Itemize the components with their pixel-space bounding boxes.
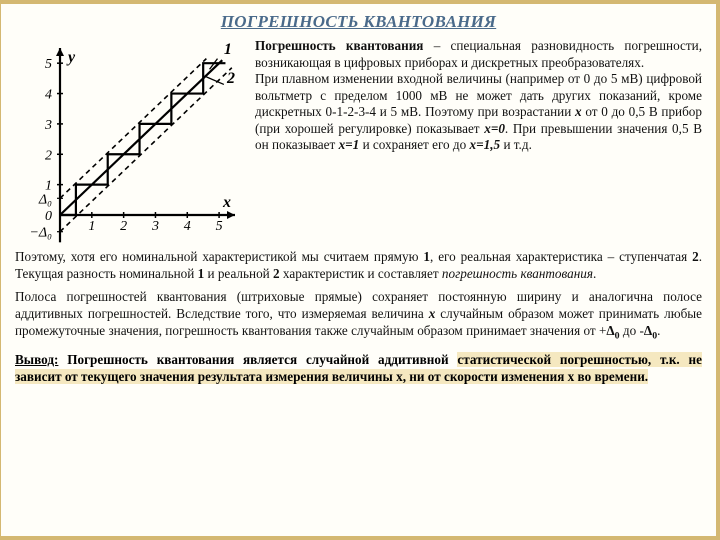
svg-text:1: 1 — [224, 41, 232, 58]
svg-text:3: 3 — [44, 118, 52, 133]
svg-text:5: 5 — [216, 219, 223, 234]
page-container: ПОГРЕШНОСТЬ КВАНТОВАНИЯ 1 2 3 4 5 1 2 3 4 5 0 Δ₀ −Δ₀… — [0, 0, 720, 540]
conclusion-lead: Вывод: — [15, 352, 58, 367]
page-title: ПОГРЕШНОСТЬ КВАНТОВАНИЯ — [15, 12, 702, 32]
paragraph-1: Поэтому, хотя его номинальной характерис… — [15, 249, 702, 283]
paragraph-2: Полоса погрешностей квантования (штрихов… — [15, 289, 702, 343]
svg-text:Δ₀: Δ₀ — [38, 192, 52, 207]
svg-text:−Δ₀: −Δ₀ — [29, 226, 52, 241]
svg-text:2: 2 — [226, 70, 235, 87]
svg-text:0: 0 — [45, 209, 52, 224]
top-row: 12345123450Δ₀−Δ₀xy12 Погрешность квантов… — [15, 38, 702, 243]
svg-text:5: 5 — [45, 57, 52, 72]
svg-text:1: 1 — [88, 219, 95, 234]
quantization-chart: 12345123450Δ₀−Δ₀xy12 — [15, 38, 245, 243]
svg-text:4: 4 — [184, 219, 191, 234]
svg-text:4: 4 — [45, 88, 52, 103]
conclusion: Вывод: Погрешность квантования является … — [15, 351, 702, 385]
svg-text:x: x — [222, 194, 231, 211]
svg-text:2: 2 — [45, 148, 52, 163]
top-paragraph: Погрешность квантования – специальная ра… — [255, 38, 702, 243]
svg-text:y: y — [66, 49, 76, 66]
svg-text:2: 2 — [120, 219, 127, 234]
svg-text:3: 3 — [151, 219, 159, 234]
conclusion-first-line: Погрешность квантования является случайн… — [58, 352, 448, 367]
